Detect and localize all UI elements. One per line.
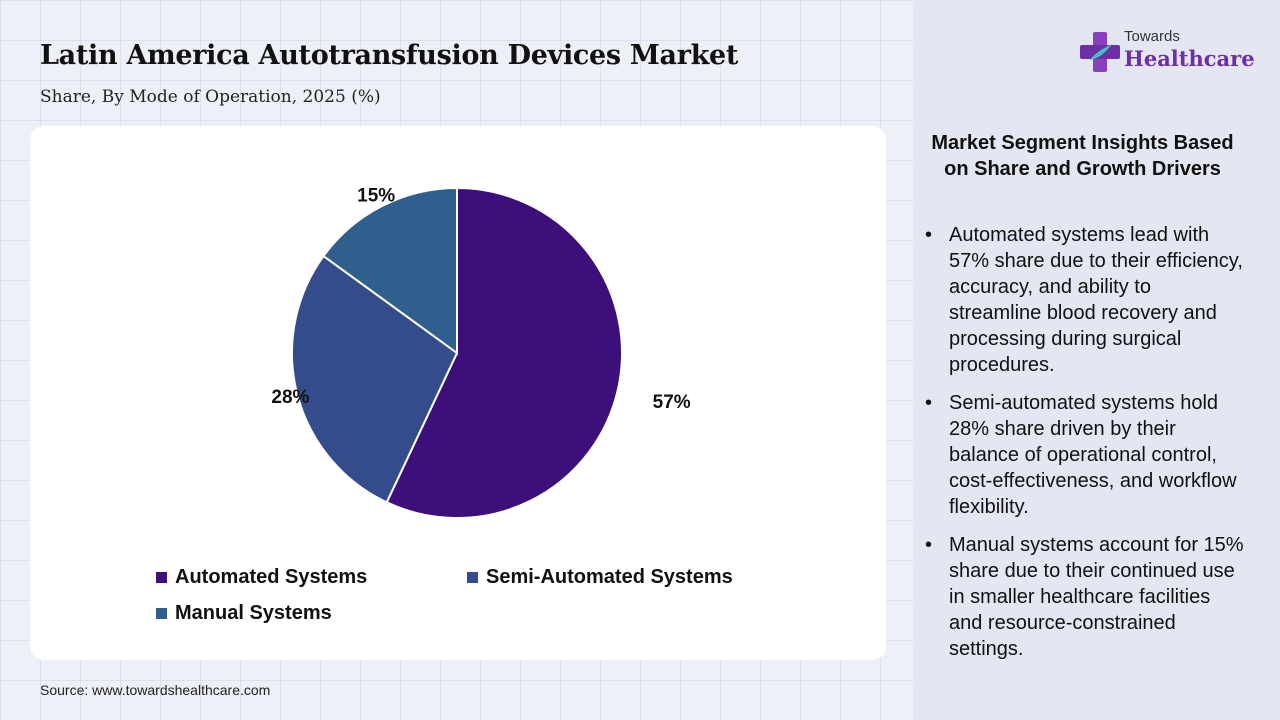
legend-item-manual: Manual Systems [156, 602, 332, 625]
plus-cross-logo-icon [1080, 32, 1120, 72]
insight-text: Manual systems account for 15% share due… [949, 534, 1244, 660]
insight-item-automated: • Automated systems lead with 57% share … [925, 222, 1245, 378]
brand-logo: Towards Healthcare [1080, 28, 1260, 78]
insight-item-semi-automated: • Semi-automated systems hold 28% share … [925, 390, 1245, 520]
data-label-manual: 15% [357, 185, 395, 206]
side-panel [913, 0, 1280, 720]
insight-text: Automated systems lead with 57% share du… [949, 224, 1243, 376]
legend-label-manual: Manual Systems [175, 602, 332, 624]
insights-title: Market Segment Insights Based on Share a… [931, 132, 1234, 180]
legend-label-automated: Automated Systems [175, 566, 368, 588]
chart-title: Latin America Autotransfusion Devices Ma… [40, 40, 739, 71]
insight-item-manual: • Manual systems account for 15% share d… [925, 532, 1245, 662]
legend-item-automated: Automated Systems [156, 566, 367, 589]
pie-chart: 57% 28% 15% [271, 185, 691, 519]
data-label-automated: 57% [653, 392, 691, 413]
legend-swatch-manual [156, 608, 167, 619]
chart-subtitle: Share, By Mode of Operation, 2025 (%) [40, 87, 381, 107]
logo-text-healthcare: Healthcare [1124, 46, 1255, 71]
bullet-icon: • [925, 392, 933, 414]
source-note: Source: www.towardshealthcare.com [40, 682, 271, 698]
slice-manual [322, 186, 458, 355]
bullet-icon: • [925, 224, 933, 246]
legend-item-semi-automated: Semi-Automated Systems [467, 566, 733, 589]
legend-swatch-automated [156, 572, 167, 583]
slice-automated [385, 186, 623, 519]
bullet-icon: • [925, 534, 933, 556]
insight-text: Semi-automated systems hold 28% share dr… [949, 392, 1237, 518]
insights-list: • Automated systems lead with 57% share … [925, 222, 1245, 674]
logo-text-towards: Towards [1124, 28, 1180, 45]
legend-swatch-semi-automated [467, 572, 478, 583]
slice-semi-automated [291, 254, 459, 504]
chart-card: 57% 28% 15% Automated Systems Semi-Automat… [30, 126, 886, 660]
legend-label-semi-automated: Semi-Automated Systems [486, 566, 733, 588]
data-label-semi-automated: 28% [271, 387, 309, 408]
